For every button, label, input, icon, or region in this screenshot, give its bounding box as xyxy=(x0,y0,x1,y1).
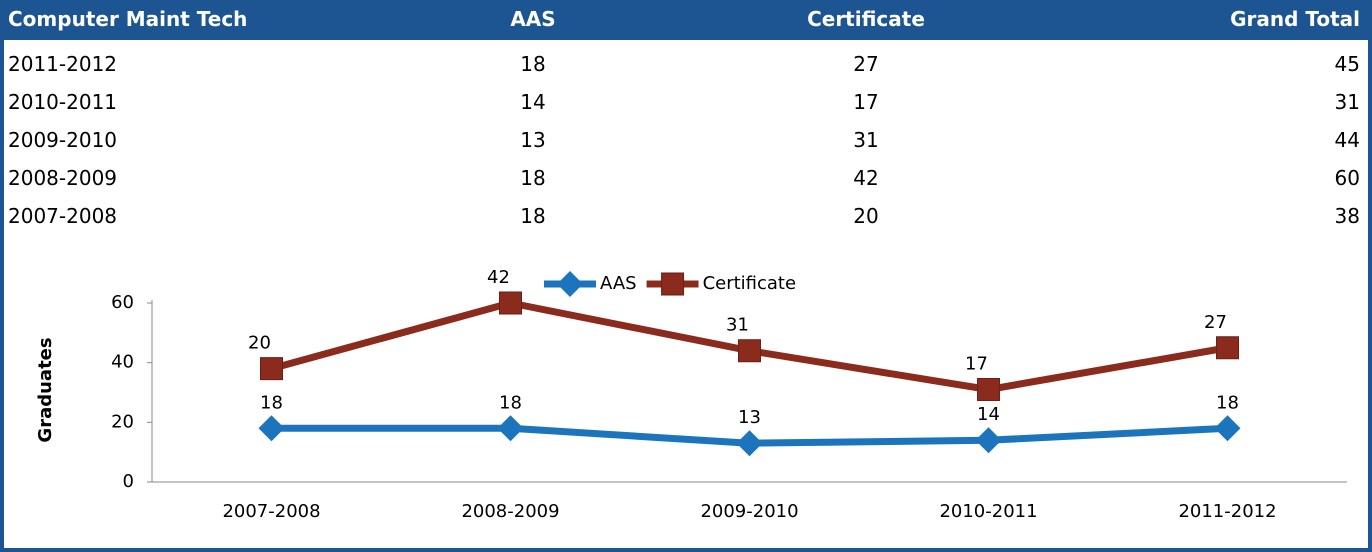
table-cell: 20 xyxy=(853,204,879,228)
legend-label: Certificate xyxy=(703,273,797,294)
data-label: 20 xyxy=(248,333,271,354)
point-marker xyxy=(977,378,1000,402)
data-label: 14 xyxy=(977,404,1000,425)
y-tick-label: 20 xyxy=(111,411,134,432)
table-cell: 38 xyxy=(1334,204,1360,228)
x-tick-label: 2008-2009 xyxy=(461,501,559,522)
x-tick-label: 2010-2011 xyxy=(939,501,1037,522)
y-tick-label: 60 xyxy=(111,292,134,313)
header-cell: AAS xyxy=(510,7,556,31)
table-cell: 60 xyxy=(1334,166,1360,190)
table-cell: 14 xyxy=(520,90,546,114)
point-marker xyxy=(736,430,763,457)
point-marker xyxy=(1214,415,1241,442)
table-cell: 45 xyxy=(1334,52,1360,76)
data-label: 27 xyxy=(1204,312,1227,333)
x-tick-label: 2007-2008 xyxy=(222,501,320,522)
table-cell: 18 xyxy=(520,52,546,76)
point-marker xyxy=(975,427,1002,454)
header-cell: Computer Maint Tech xyxy=(8,7,248,31)
data-label: 18 xyxy=(1216,392,1239,413)
data-label: 18 xyxy=(260,392,283,413)
point-marker xyxy=(1216,336,1239,360)
table-cell: 18 xyxy=(520,166,546,190)
table-cell: 18 xyxy=(520,204,546,228)
chart: 0 20 40 60 Graduates 2007-2008 2008-2009 2009-2… xyxy=(35,267,1347,522)
point-marker xyxy=(738,339,761,363)
table-cell: 2010-2011 xyxy=(8,90,118,114)
data-label: 17 xyxy=(965,354,988,375)
x-tick-label: 2011-2012 xyxy=(1178,501,1276,522)
x-tick-label: 2009-2010 xyxy=(700,501,798,522)
legend-label: AAS xyxy=(600,273,637,294)
data-label: 18 xyxy=(499,392,522,413)
table-cell: 2007-2008 xyxy=(8,204,118,228)
point-marker xyxy=(260,357,283,381)
y-tick-label: 40 xyxy=(111,352,134,373)
legend-marker xyxy=(661,272,685,296)
table-cell: 31 xyxy=(853,128,879,152)
table-cell: 2008-2009 xyxy=(8,166,118,190)
point-marker xyxy=(258,415,285,442)
table-header xyxy=(4,4,1368,40)
table-cell: 2011-2012 xyxy=(8,52,118,76)
table-cell: 17 xyxy=(853,90,879,114)
table-cell: 42 xyxy=(853,166,879,190)
y-axis-title: Graduates xyxy=(35,337,56,442)
point-marker xyxy=(497,415,524,442)
data-label: 13 xyxy=(738,407,761,428)
table-cell: 2009-2010 xyxy=(8,128,118,152)
table-cell: 27 xyxy=(853,52,879,76)
header-cell: Certificate xyxy=(807,7,925,31)
header-cell: Grand Total xyxy=(1230,7,1360,31)
point-marker xyxy=(499,291,522,315)
table-cell: 13 xyxy=(520,128,546,152)
y-tick-label: 0 xyxy=(123,471,134,492)
table-cell: 44 xyxy=(1334,128,1360,152)
legend-marker xyxy=(557,271,583,297)
data-label: 31 xyxy=(726,315,749,336)
data-label: 42 xyxy=(487,267,510,288)
table-cell: 31 xyxy=(1334,90,1360,114)
